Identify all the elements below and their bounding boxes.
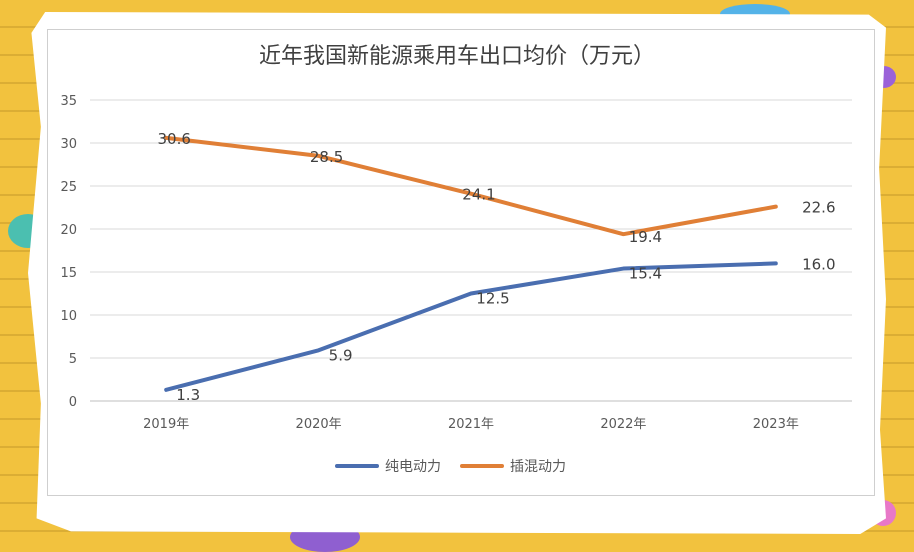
data-labels: 1.3 5.9 12.5 15.4 16.0 30.6 28.5 24.1 19.4 22.6 <box>157 130 835 404</box>
data-label: 24.1 <box>462 186 495 204</box>
data-label: 16.0 <box>802 255 835 273</box>
legend: 纯电动力 插混动力 <box>335 459 566 475</box>
legend-label: 纯电动力 <box>385 459 441 475</box>
data-label: 5.9 <box>329 346 353 364</box>
data-label: 19.4 <box>629 228 662 246</box>
y-tick-label: 0 <box>69 395 77 410</box>
chart-frame <box>47 29 875 496</box>
y-tick-label: 5 <box>69 352 77 367</box>
x-tick-label: 2023年 <box>753 417 799 432</box>
y-tick-label: 30 <box>60 137 77 152</box>
data-label: 1.3 <box>176 386 200 404</box>
y-tick-label: 25 <box>60 180 77 195</box>
data-label: 22.6 <box>802 199 835 217</box>
x-tick-label: 2022年 <box>600 417 646 432</box>
series-layer <box>164 135 778 392</box>
x-tick-label: 2021年 <box>448 417 494 432</box>
x-tick-label: 2020年 <box>296 417 342 432</box>
line-chart: 0 5 10 15 20 25 30 35 2019年 2020年 2021年 2022年 2023年… <box>60 94 852 475</box>
legend-label: 插混动力 <box>510 459 566 475</box>
y-tick-label: 35 <box>60 94 77 109</box>
series-line <box>164 261 778 392</box>
gridlines <box>90 99 852 402</box>
x-axis-ticks: 2019年 2020年 2021年 2022年 2023年 <box>143 417 799 432</box>
data-label: 30.6 <box>157 130 190 148</box>
series-line <box>164 135 778 237</box>
data-label: 15.4 <box>629 265 662 283</box>
y-axis-ticks: 0 5 10 15 20 25 30 35 <box>60 94 77 410</box>
chart-title: 近年我国新能源乘用车出口均价（万元） <box>258 44 655 69</box>
y-tick-label: 20 <box>60 223 77 238</box>
y-tick-label: 10 <box>60 309 77 324</box>
y-tick-label: 15 <box>60 266 77 281</box>
data-label: 28.5 <box>310 148 343 166</box>
x-tick-label: 2019年 <box>143 417 189 432</box>
data-label: 12.5 <box>476 290 509 308</box>
